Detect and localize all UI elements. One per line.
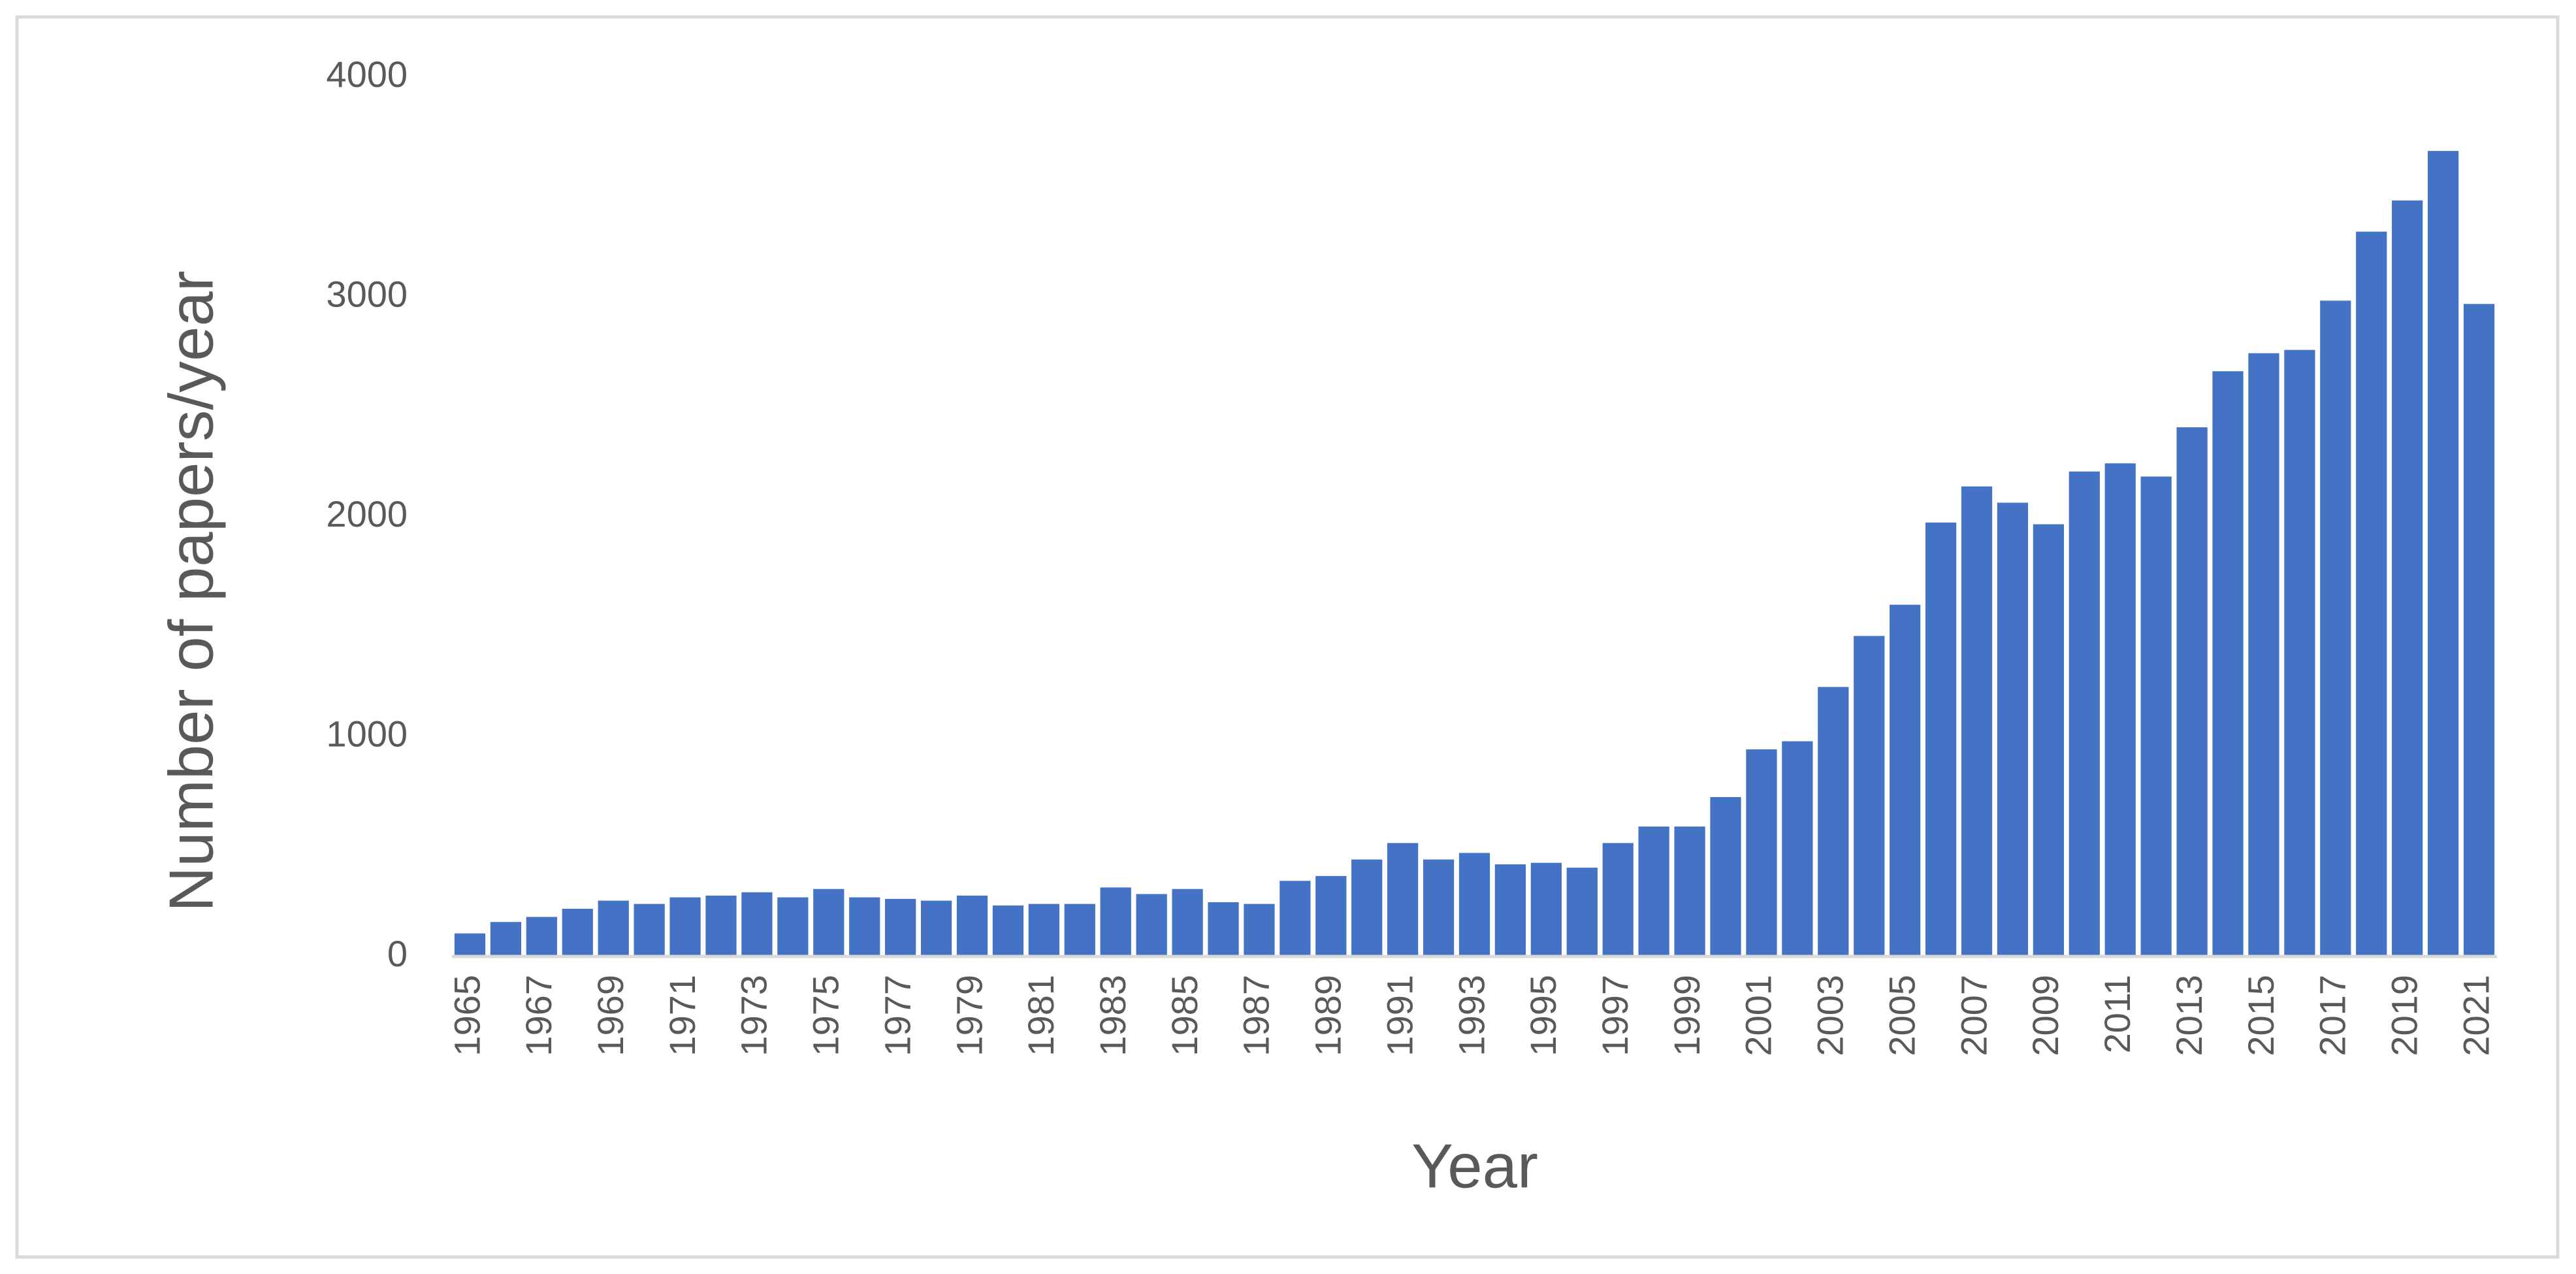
bar [490,922,522,956]
x-tick-label: 1971 [662,975,703,1056]
bar [1566,868,1598,956]
y-tick-label: 4000 [326,54,408,95]
bar [956,895,988,956]
x-tick-label: 1975 [805,975,846,1056]
bar [1136,894,1167,956]
x-tick-label: 2009 [2025,975,2066,1056]
bar [1064,904,1095,956]
bar [1530,862,1562,956]
bar [1208,902,1239,956]
bar [1172,889,1203,956]
x-tick-label: 1987 [1236,975,1277,1056]
y-tick-label: 3000 [326,273,408,314]
bar [849,897,880,956]
y-axis-title: Number of papers/year [156,270,226,912]
bar [920,900,952,956]
x-tick-label: 2003 [1810,975,1851,1056]
x-tick-label: 2005 [1881,975,1922,1056]
x-tick-label: 2007 [1953,975,1994,1056]
x-tick-label: 1967 [518,975,559,1056]
x-tick-label: 1999 [1666,975,1707,1056]
bar [705,895,737,956]
bar [777,897,809,956]
bar [1494,864,1526,956]
bar [2140,476,2172,956]
x-tick-label: 1977 [877,975,918,1056]
x-tick-label: 1983 [1092,975,1133,1056]
bar [1100,887,1131,956]
bar [1028,904,1059,956]
x-tick-label: 2021 [2455,975,2496,1056]
bar [2248,353,2279,956]
x-tick-label: 1989 [1308,975,1349,1056]
x-tick-label: 2017 [2312,975,2353,1056]
bar [2427,151,2459,957]
x-tick-label: 1969 [590,975,631,1056]
x-tick-label: 1991 [1379,975,1420,1056]
x-tick-label: 1979 [948,975,990,1056]
bar [1423,859,1455,956]
bar [454,933,486,956]
bar [634,904,665,956]
bar [992,905,1024,956]
y-tick-label: 1000 [326,713,408,754]
bar [1890,604,1921,956]
bar [1746,749,1777,956]
y-tick-label: 2000 [326,493,408,534]
bar [1925,522,1957,956]
bar [1244,904,1275,956]
bar [1961,486,1993,956]
bar [1782,741,1813,956]
x-tick-label: 1993 [1451,975,1492,1056]
x-tick-label: 1995 [1522,975,1564,1056]
bar [1315,875,1347,956]
bar [2392,200,2423,956]
bar [598,900,629,956]
x-tick-label: 2001 [1738,975,1779,1056]
bar [2356,231,2387,956]
bar [2104,463,2136,956]
bar [562,908,593,956]
bar [2176,427,2208,956]
bar [1458,853,1490,956]
x-tick-label: 1981 [1020,975,1061,1056]
bar [885,898,916,956]
bar [1638,826,1669,956]
bar [1351,859,1383,956]
bar [669,897,701,956]
x-tick-label: 2015 [2240,975,2281,1056]
x-tick-label: 2011 [2097,975,2138,1053]
x-axis-title: Year [1411,1131,1538,1201]
bar [813,889,845,956]
bar [741,892,773,956]
bar [2033,524,2064,956]
bar [1280,881,1311,956]
bar [2284,350,2315,956]
bar [1997,502,2029,956]
bar [1710,797,1741,956]
x-tick-label: 1985 [1164,975,1205,1056]
bar [1674,826,1705,956]
bar [1818,687,1849,956]
x-tick-label: 2019 [2383,975,2424,1056]
bar [526,917,557,956]
bar [1602,843,1634,956]
bar [1387,843,1419,956]
x-tick-label: 2013 [2168,975,2210,1056]
bar [1854,636,1885,956]
bar [2320,301,2351,957]
bar [2463,304,2495,956]
x-tick-label: 1997 [1594,975,1635,1056]
bar [2069,471,2100,956]
x-tick-label: 1973 [733,975,775,1056]
x-tick-label: 1965 [446,975,487,1056]
bar [2212,371,2244,956]
y-tick-label: 0 [387,933,408,974]
